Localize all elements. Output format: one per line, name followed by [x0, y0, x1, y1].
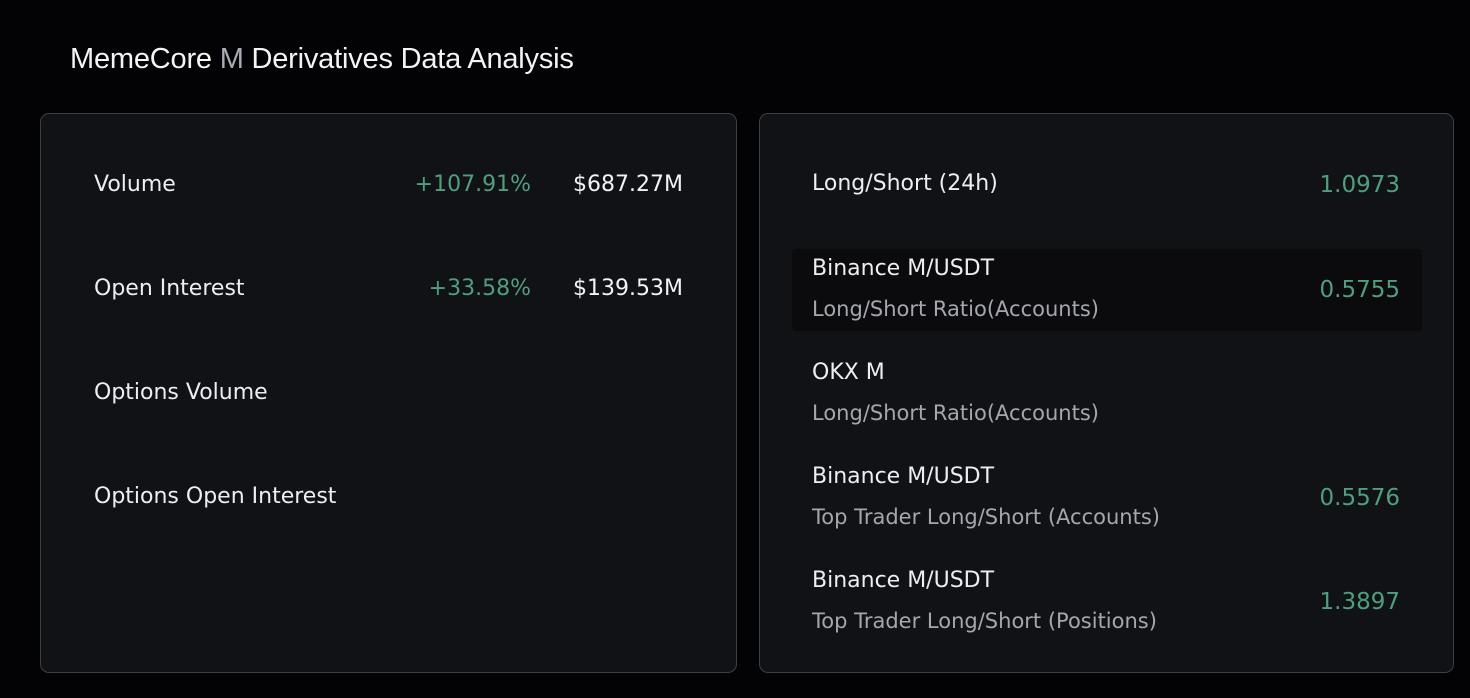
- ratio-exchange: Binance M/USDT: [812, 568, 995, 593]
- ratio-row-binance-top-positions[interactable]: Binance M/USDT Top Trader Long/Short (Po…: [792, 561, 1422, 643]
- metric-change: +107.91%: [414, 172, 531, 197]
- ratio-value: 1.0973: [1319, 172, 1400, 198]
- metric-label: Options Open Interest: [94, 484, 337, 509]
- ratio-value: 1.3897: [1319, 589, 1400, 615]
- metric-value: $687.27M: [573, 172, 683, 197]
- ratio-row-binance-top-accounts[interactable]: Binance M/USDT Top Trader Long/Short (Ac…: [792, 457, 1422, 539]
- metric-row-open-interest[interactable]: Open Interest +33.58% $139.53M: [41, 276, 736, 316]
- title-ticker: M: [219, 43, 244, 75]
- ratio-value: 0.5576: [1319, 485, 1400, 511]
- page-title: MemeCore M Derivatives Data Analysis: [70, 43, 574, 76]
- ratio-metric: Long/Short Ratio(Accounts): [812, 401, 1099, 425]
- ratio-row-binance-accounts[interactable]: Binance M/USDT Long/Short Ratio(Accounts…: [792, 249, 1422, 331]
- title-prefix: MemeCore: [70, 43, 220, 75]
- long-short-card: Long/Short (24h) 1.0973 Binance M/USDT L…: [759, 113, 1454, 673]
- metric-label: Options Volume: [94, 380, 268, 405]
- metric-row-volume[interactable]: Volume +107.91% $687.27M: [41, 172, 736, 212]
- metric-label: Open Interest: [94, 276, 245, 301]
- ratio-exchange: Binance M/USDT: [812, 464, 995, 489]
- market-metrics-card: Volume +107.91% $687.27M Open Interest +…: [40, 113, 737, 673]
- metric-label: Volume: [94, 172, 176, 197]
- ratio-row-overall[interactable]: Long/Short (24h) 1.0973: [792, 144, 1422, 226]
- metric-value: $139.53M: [573, 276, 683, 301]
- ratio-metric: Top Trader Long/Short (Positions): [812, 609, 1157, 633]
- metric-row-options-volume[interactable]: Options Volume: [41, 380, 736, 420]
- title-suffix: Derivatives Data Analysis: [243, 43, 574, 75]
- metric-change: +33.58%: [428, 276, 531, 301]
- ratio-metric: Long/Short Ratio(Accounts): [812, 297, 1099, 321]
- ratio-label: Long/Short (24h): [812, 171, 998, 196]
- ratio-value: 0.5755: [1319, 277, 1400, 303]
- ratio-exchange: Binance M/USDT: [812, 256, 995, 281]
- metric-row-options-open-interest[interactable]: Options Open Interest: [41, 484, 736, 524]
- ratio-metric: Top Trader Long/Short (Accounts): [812, 505, 1160, 529]
- ratio-exchange: OKX M: [812, 360, 885, 385]
- ratio-row-okx-accounts[interactable]: OKX M Long/Short Ratio(Accounts): [792, 353, 1422, 435]
